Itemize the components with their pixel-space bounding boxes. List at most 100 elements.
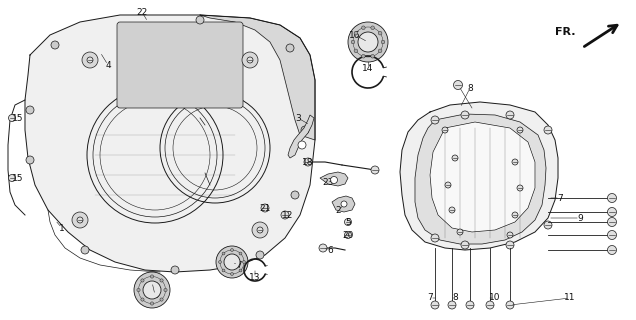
Circle shape bbox=[331, 177, 338, 183]
Circle shape bbox=[26, 156, 34, 164]
Circle shape bbox=[486, 301, 494, 309]
Circle shape bbox=[371, 26, 375, 29]
Text: 21: 21 bbox=[259, 204, 271, 212]
Polygon shape bbox=[288, 115, 314, 158]
Circle shape bbox=[354, 49, 357, 52]
Circle shape bbox=[224, 254, 240, 270]
Circle shape bbox=[319, 244, 327, 252]
Circle shape bbox=[222, 269, 225, 272]
Circle shape bbox=[345, 231, 352, 238]
Circle shape bbox=[341, 201, 347, 207]
Circle shape bbox=[445, 182, 451, 188]
Circle shape bbox=[143, 281, 161, 299]
Circle shape bbox=[351, 40, 355, 44]
Text: 5: 5 bbox=[345, 218, 351, 227]
Text: 13: 13 bbox=[249, 274, 261, 283]
Circle shape bbox=[517, 185, 523, 191]
Text: 15: 15 bbox=[12, 114, 24, 123]
Circle shape bbox=[354, 31, 357, 35]
Circle shape bbox=[466, 301, 474, 309]
Text: 18: 18 bbox=[302, 157, 314, 166]
Polygon shape bbox=[400, 102, 558, 250]
Circle shape bbox=[461, 111, 469, 119]
Circle shape bbox=[286, 44, 294, 52]
Circle shape bbox=[506, 111, 514, 119]
Circle shape bbox=[378, 31, 382, 35]
Circle shape bbox=[137, 288, 140, 292]
Circle shape bbox=[150, 302, 154, 305]
Circle shape bbox=[452, 155, 458, 161]
Circle shape bbox=[134, 272, 170, 308]
Circle shape bbox=[150, 275, 154, 278]
Text: 17: 17 bbox=[232, 260, 244, 269]
Circle shape bbox=[261, 204, 269, 212]
Circle shape bbox=[544, 221, 552, 229]
Circle shape bbox=[449, 207, 455, 213]
Circle shape bbox=[252, 222, 268, 238]
Circle shape bbox=[82, 52, 98, 68]
Text: 6: 6 bbox=[327, 245, 333, 254]
Circle shape bbox=[371, 166, 379, 174]
Circle shape bbox=[301, 126, 309, 134]
Circle shape bbox=[72, 212, 88, 228]
Circle shape bbox=[8, 174, 15, 181]
Circle shape bbox=[517, 127, 523, 133]
Text: 22: 22 bbox=[136, 7, 148, 17]
Circle shape bbox=[431, 301, 439, 309]
Text: 14: 14 bbox=[363, 63, 374, 73]
Circle shape bbox=[26, 106, 34, 114]
Text: 15: 15 bbox=[12, 173, 24, 182]
Circle shape bbox=[87, 57, 93, 63]
Circle shape bbox=[348, 22, 388, 62]
Circle shape bbox=[219, 260, 221, 263]
Polygon shape bbox=[332, 196, 355, 212]
Circle shape bbox=[141, 279, 144, 282]
Text: FR.: FR. bbox=[555, 27, 576, 37]
Text: 12: 12 bbox=[282, 211, 294, 220]
Circle shape bbox=[512, 212, 518, 218]
Circle shape bbox=[457, 229, 463, 235]
Circle shape bbox=[164, 288, 167, 292]
Circle shape bbox=[298, 141, 306, 149]
Circle shape bbox=[256, 251, 264, 259]
Circle shape bbox=[607, 194, 616, 203]
Text: 7: 7 bbox=[427, 293, 433, 302]
Text: 7: 7 bbox=[557, 194, 563, 203]
Text: 1: 1 bbox=[59, 223, 65, 233]
Polygon shape bbox=[320, 172, 348, 186]
Circle shape bbox=[231, 273, 233, 276]
Text: 11: 11 bbox=[564, 293, 576, 302]
Circle shape bbox=[361, 54, 365, 58]
Circle shape bbox=[378, 49, 382, 52]
Circle shape bbox=[358, 32, 378, 52]
Polygon shape bbox=[25, 15, 315, 272]
Circle shape bbox=[607, 245, 616, 254]
Circle shape bbox=[607, 230, 616, 239]
Text: 3: 3 bbox=[295, 114, 301, 123]
Polygon shape bbox=[415, 114, 546, 244]
Text: 8: 8 bbox=[467, 84, 473, 92]
Circle shape bbox=[281, 211, 289, 219]
Text: 23: 23 bbox=[322, 178, 334, 187]
Text: 2: 2 bbox=[335, 205, 341, 214]
Circle shape bbox=[371, 54, 375, 58]
Circle shape bbox=[242, 52, 258, 68]
Circle shape bbox=[8, 115, 15, 122]
Circle shape bbox=[171, 266, 179, 274]
Circle shape bbox=[442, 127, 448, 133]
Circle shape bbox=[506, 301, 514, 309]
Circle shape bbox=[431, 234, 439, 242]
Circle shape bbox=[448, 301, 456, 309]
Circle shape bbox=[239, 252, 242, 255]
Circle shape bbox=[222, 252, 225, 255]
Circle shape bbox=[239, 269, 242, 272]
Circle shape bbox=[81, 246, 89, 254]
Text: 10: 10 bbox=[489, 293, 501, 302]
Text: 16: 16 bbox=[349, 30, 361, 39]
Circle shape bbox=[160, 298, 163, 301]
Circle shape bbox=[461, 241, 469, 249]
Circle shape bbox=[304, 158, 312, 166]
Circle shape bbox=[77, 217, 83, 223]
Text: 20: 20 bbox=[342, 230, 354, 239]
Circle shape bbox=[361, 26, 365, 29]
